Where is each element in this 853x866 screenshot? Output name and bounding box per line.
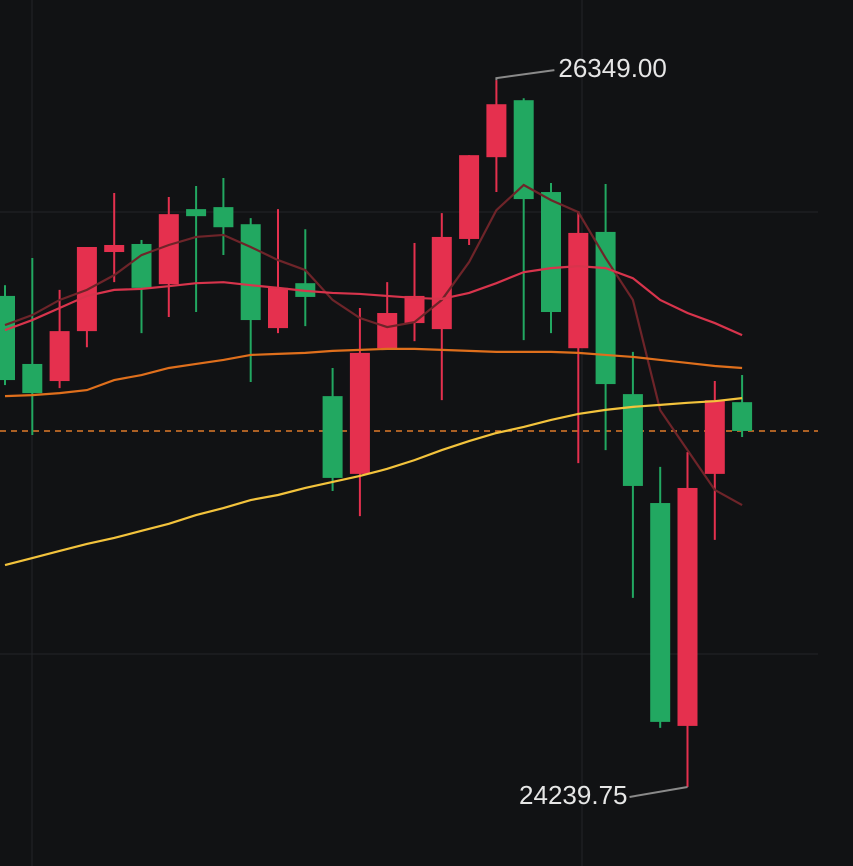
moving-average-line <box>4 183 743 507</box>
candle-body <box>0 295 15 381</box>
candle-body <box>595 231 616 385</box>
annotation-label: 26349.00 <box>558 53 666 83</box>
candle-body <box>404 295 425 324</box>
candle-body <box>213 207 234 228</box>
candle-body <box>459 155 480 239</box>
candle-body <box>568 232 589 349</box>
candle-body <box>104 244 125 253</box>
candle-body <box>677 487 698 726</box>
candle-body <box>513 100 534 200</box>
candle-body <box>377 313 398 349</box>
moving-average-line <box>4 347 743 398</box>
candle-body <box>732 402 753 431</box>
moving-average-line <box>4 397 743 567</box>
annotation-leader <box>629 786 688 798</box>
annotation-leader <box>495 69 555 81</box>
candle-body <box>22 363 43 394</box>
candle-body <box>704 400 725 474</box>
candle-body <box>431 236 452 330</box>
candle-body <box>322 396 343 478</box>
candle-body <box>622 394 643 486</box>
candle-body <box>349 352 370 474</box>
moving-average-line <box>4 264 743 337</box>
candle-body <box>158 214 179 285</box>
candle-body <box>131 243 152 288</box>
candle-body <box>541 192 561 313</box>
candle-body <box>268 287 288 329</box>
candle-body <box>49 331 70 382</box>
candle-body <box>486 104 507 158</box>
annotation-label: 24239.75 <box>519 780 627 810</box>
candle-body <box>186 209 207 217</box>
candle-body <box>240 224 261 321</box>
candle-body <box>650 503 671 722</box>
